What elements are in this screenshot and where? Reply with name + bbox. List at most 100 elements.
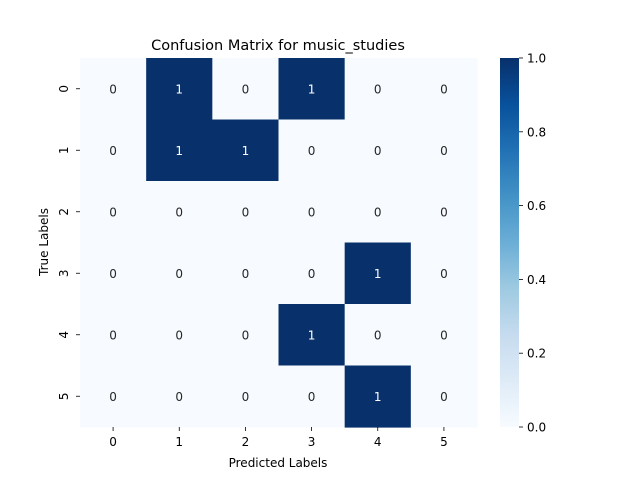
heatmap-cell xyxy=(278,181,346,244)
cell-annotation: 0 xyxy=(175,328,183,342)
cell-annotation: 0 xyxy=(308,267,316,281)
cell-annotation: 0 xyxy=(440,144,448,158)
y-axis-label: True Labels xyxy=(37,208,51,277)
cell-annotation: 0 xyxy=(242,267,250,281)
heatmap-cell xyxy=(410,119,478,182)
cell-annotation: 0 xyxy=(308,144,316,158)
heatmap-cell xyxy=(410,242,478,305)
x-tick-label: 3 xyxy=(308,435,316,449)
y-tick-label: 2 xyxy=(57,208,71,216)
heatmap-cell xyxy=(146,58,213,121)
x-tick-label: 4 xyxy=(374,435,382,449)
heatmap-cell xyxy=(146,181,213,244)
heatmap-cell xyxy=(80,242,147,305)
colorbar-ticks: 0.0 0.2 0.4 0.6 0.8 1.0 xyxy=(519,52,546,435)
cell-annotation: 0 xyxy=(175,267,183,281)
x-tick-label: 5 xyxy=(440,435,448,449)
y-tick-label: 0 xyxy=(57,85,71,93)
cell-annotation: 1 xyxy=(308,328,316,342)
heatmap-cell xyxy=(278,242,346,305)
cell-annotation: 0 xyxy=(109,328,117,342)
heatmap-cell xyxy=(410,181,478,244)
cell-annotation: 0 xyxy=(109,390,117,404)
heatmap-cell xyxy=(146,119,213,182)
cell-annotation: 0 xyxy=(109,82,117,96)
heatmap-cell xyxy=(410,304,478,367)
y-tick-label: 1 xyxy=(57,146,71,154)
heatmap-cell xyxy=(344,119,412,182)
cell-annotation: 0 xyxy=(374,205,382,219)
colorbar-tick-label: 1.0 xyxy=(527,52,546,66)
colorbar-tick-label: 0.0 xyxy=(527,421,546,435)
cell-annotation: 1 xyxy=(308,82,316,96)
heatmap-cell xyxy=(146,365,213,428)
cell-annotation: 1 xyxy=(374,390,382,404)
cell-annotation: 0 xyxy=(242,390,250,404)
heatmap-cell xyxy=(278,304,346,367)
cell-annotation: 1 xyxy=(374,267,382,281)
heatmap-cell xyxy=(278,58,346,121)
heatmap-cell xyxy=(80,365,147,428)
cell-annotation: 0 xyxy=(242,82,250,96)
colorbar-tick-label: 0.2 xyxy=(527,347,546,361)
y-tick-label: 3 xyxy=(57,269,71,277)
cell-annotation: 1 xyxy=(242,144,250,158)
heatmap-cell xyxy=(212,119,280,182)
cell-annotation: 0 xyxy=(175,205,183,219)
heatmap-cell xyxy=(344,58,412,121)
cell-annotation: 1 xyxy=(175,144,183,158)
y-tick-label: 5 xyxy=(57,392,71,400)
heatmap-cell xyxy=(212,58,280,121)
heatmap-cell xyxy=(344,365,412,428)
heatmap-cell xyxy=(146,304,213,367)
heatmap-cell xyxy=(278,119,346,182)
cell-annotation: 0 xyxy=(308,390,316,404)
colorbar-tick-label: 0.4 xyxy=(527,273,546,287)
x-tick-label: 2 xyxy=(242,435,250,449)
heatmap-cell xyxy=(344,181,412,244)
colorbar-tick-label: 0.8 xyxy=(527,125,546,139)
heatmap-cell xyxy=(278,365,346,428)
cell-annotation: 0 xyxy=(175,390,183,404)
cell-annotation: 0 xyxy=(440,267,448,281)
heatmap-cell xyxy=(344,304,412,367)
heatmap-cells xyxy=(80,58,478,428)
heatmap-cell xyxy=(146,242,213,305)
x-tick-label: 0 xyxy=(109,435,117,449)
y-axis-ticks: 0 1 2 3 4 5 xyxy=(57,85,80,400)
cell-annotation: 0 xyxy=(374,328,382,342)
heatmap-cell xyxy=(80,119,147,182)
cell-annotation: 0 xyxy=(374,82,382,96)
cell-annotation: 0 xyxy=(242,328,250,342)
heatmap-cell xyxy=(212,181,280,244)
cell-annotation: 0 xyxy=(109,205,117,219)
heatmap-cell xyxy=(212,365,280,428)
cell-annotation: 0 xyxy=(440,82,448,96)
x-axis-label: Predicted Labels xyxy=(229,456,328,470)
heatmap-cell xyxy=(80,304,147,367)
cell-annotation: 0 xyxy=(109,267,117,281)
cell-annotation: 0 xyxy=(440,328,448,342)
x-tick-label: 1 xyxy=(175,435,183,449)
heatmap-cell xyxy=(410,365,478,428)
y-tick-label: 4 xyxy=(57,331,71,339)
heatmap-cell xyxy=(344,242,412,305)
cell-annotation: 0 xyxy=(374,144,382,158)
cell-annotations: 0 1 0 1 0 0 0 1 1 0 0 0 0 0 0 0 0 0 0 0 0 0 1 0 0 0 0 1 0 0 0 0 0 0 1 0 xyxy=(109,82,447,404)
cell-annotation: 0 xyxy=(308,205,316,219)
heatmap-cell xyxy=(212,242,280,305)
colorbar-tick-label: 0.6 xyxy=(527,199,546,213)
heatmap-cell xyxy=(212,304,280,367)
cell-annotation: 0 xyxy=(440,390,448,404)
heatmap-cell xyxy=(80,58,147,121)
cell-annotation: 0 xyxy=(109,144,117,158)
cell-annotation: 1 xyxy=(175,82,183,96)
colorbar xyxy=(500,58,519,427)
cell-annotation: 0 xyxy=(242,205,250,219)
heatmap-cell xyxy=(80,181,147,244)
heatmap-cell xyxy=(410,58,478,121)
x-axis-ticks: 0 1 2 3 4 5 xyxy=(109,427,448,449)
chart-title: Confusion Matrix for music_studies xyxy=(151,38,405,54)
